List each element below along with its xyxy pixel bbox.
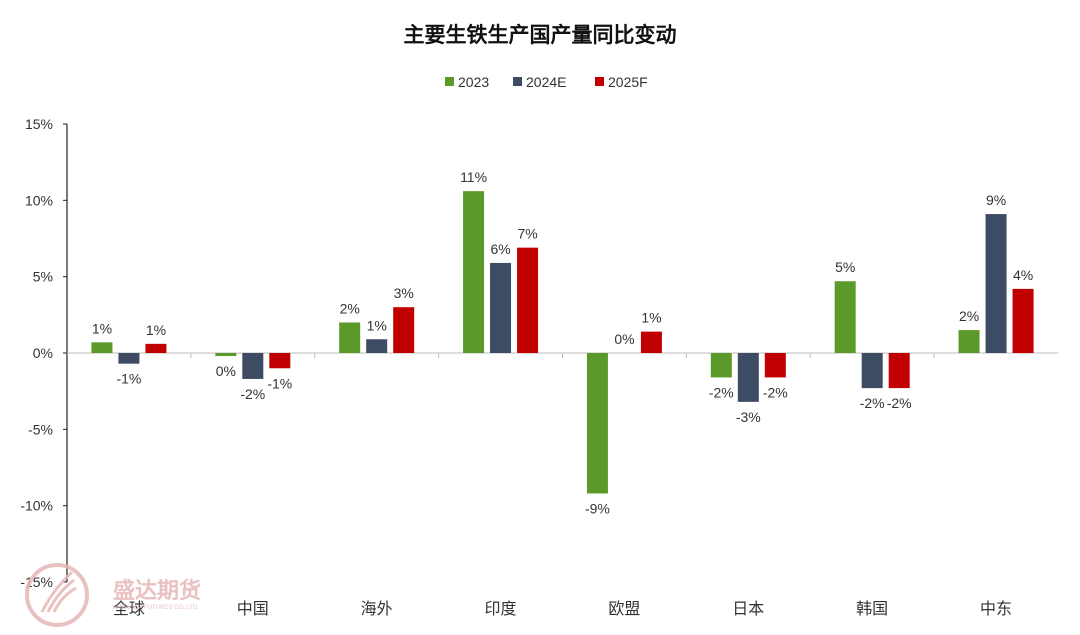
- bar: [145, 343, 167, 353]
- bar: [737, 353, 759, 402]
- data-label: 2%: [340, 300, 360, 316]
- bar: [888, 353, 910, 389]
- legend-label: 2025F: [608, 74, 648, 90]
- data-label: 7%: [517, 226, 537, 242]
- legend-swatch: [513, 77, 522, 86]
- data-label: -1%: [116, 371, 141, 387]
- bars: [91, 191, 1034, 494]
- watermark-subtext: SHENGDA FUTURES CO.,LTD.: [113, 605, 199, 611]
- y-tick-label: -10%: [20, 498, 53, 514]
- category-label: 中国: [237, 599, 269, 618]
- watermark-logo: 盛达期货 SHENGDA FUTURES CO.,LTD.: [25, 563, 201, 627]
- watermark-text: 盛达期货: [113, 578, 201, 604]
- bar: [118, 353, 140, 364]
- legend-label: 2023: [458, 74, 489, 90]
- category-label: 欧盟: [608, 599, 640, 618]
- data-label: -9%: [585, 500, 610, 516]
- data-label: -1%: [267, 375, 292, 391]
- data-label: 3%: [394, 285, 414, 301]
- bar: [490, 262, 512, 353]
- data-label: 2%: [959, 308, 979, 324]
- y-tick-label: -5%: [28, 421, 53, 437]
- y-tick-label: 5%: [33, 269, 53, 285]
- category-label: 海外: [361, 599, 393, 618]
- data-label: 9%: [986, 192, 1006, 208]
- category-label: 韩国: [856, 599, 888, 618]
- bar: [985, 214, 1007, 353]
- bar: [366, 339, 388, 353]
- data-label: 0%: [216, 363, 236, 379]
- data-label: 1%: [92, 320, 112, 336]
- chart-title: 主要生铁生产国产量同比变动: [404, 23, 677, 47]
- data-label: -2%: [709, 384, 734, 400]
- bar: [710, 353, 732, 378]
- data-label: 5%: [835, 259, 855, 275]
- category-labels: 全球 中国 海外 印度 欧盟 日本 韩国 中东: [113, 599, 1012, 618]
- y-tick-label: 10%: [25, 192, 53, 208]
- category-label: 印度: [485, 599, 517, 618]
- data-label: 11%: [460, 169, 487, 185]
- bar: [958, 330, 980, 353]
- bar: [517, 247, 539, 353]
- y-tick-label: -15%: [20, 574, 53, 590]
- data-label: -2%: [240, 386, 265, 402]
- y-tick-label: 0%: [33, 345, 53, 361]
- category-label: 日本: [732, 599, 764, 618]
- legend: 2023 2024E 2025F: [445, 74, 648, 90]
- bar: [339, 322, 361, 353]
- bar: [215, 353, 237, 357]
- legend-label: 2024E: [526, 74, 566, 90]
- bar: [91, 342, 113, 353]
- legend-swatch: [445, 77, 454, 86]
- data-label: -2%: [763, 384, 788, 400]
- category-label: 全球: [113, 599, 145, 618]
- data-label: 4%: [1013, 267, 1033, 283]
- bar: [764, 353, 786, 378]
- data-label: 1%: [641, 310, 661, 326]
- data-label: -3%: [736, 409, 761, 425]
- data-label: 0%: [614, 331, 634, 347]
- bar: [640, 331, 662, 353]
- bar: [1012, 288, 1034, 353]
- bar: [586, 353, 608, 494]
- y-tick-label: 15%: [25, 116, 53, 132]
- bar: [393, 307, 415, 353]
- bar: [242, 353, 264, 379]
- legend-swatch: [595, 77, 604, 86]
- data-label: 6%: [490, 241, 510, 257]
- data-labels: 1%-1%1%0%-2%-1%2%1%3%11%6%7%-9%0%1%-2%-3…: [92, 169, 1033, 516]
- data-label: -2%: [860, 395, 885, 411]
- bar: [861, 353, 883, 389]
- bar: [834, 281, 856, 353]
- data-label: 1%: [146, 322, 166, 338]
- data-label: 1%: [367, 317, 387, 333]
- bar: [269, 353, 291, 369]
- bar: [463, 191, 485, 353]
- category-label: 中东: [980, 599, 1012, 618]
- data-label: -2%: [887, 395, 912, 411]
